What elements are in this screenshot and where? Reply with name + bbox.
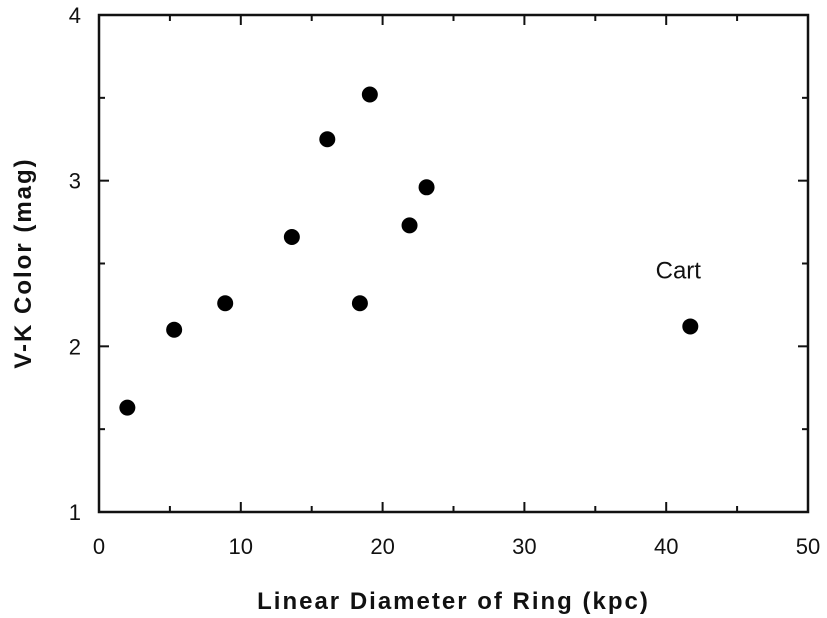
- data-point: [283, 228, 300, 245]
- annotations: Cart: [656, 257, 702, 284]
- y-tick-label: 1: [69, 500, 81, 525]
- data-point: [351, 295, 368, 312]
- data-point: [418, 179, 435, 196]
- data-points: [119, 86, 699, 416]
- data-point: [119, 399, 136, 416]
- data-point: [217, 295, 234, 312]
- data-point: [166, 321, 183, 338]
- x-tick-label: 30: [512, 534, 536, 559]
- y-tick-label: 4: [69, 3, 81, 28]
- plot-frame: [97, 13, 810, 514]
- y-tick-label: 3: [69, 169, 81, 194]
- y-tick-label: 2: [69, 334, 81, 359]
- tick-labels: 0 10 20 30 40 50 1 2 3 4: [69, 3, 820, 559]
- data-point: [401, 217, 418, 234]
- data-point: [682, 318, 699, 335]
- x-tick-label: 20: [370, 534, 394, 559]
- x-axis-label: Linear Diameter of Ring (kpc): [257, 588, 650, 615]
- y-axis-label: V-K Color (mag): [10, 157, 37, 368]
- x-tick-label: 50: [796, 534, 820, 559]
- x-tick-label: 40: [654, 534, 678, 559]
- point-annotation: Cart: [656, 257, 702, 284]
- x-tick-label: 10: [229, 534, 253, 559]
- data-point: [361, 86, 378, 103]
- axis-ticks: [98, 14, 809, 513]
- data-point: [319, 131, 336, 148]
- x-tick-label: 0: [93, 534, 105, 559]
